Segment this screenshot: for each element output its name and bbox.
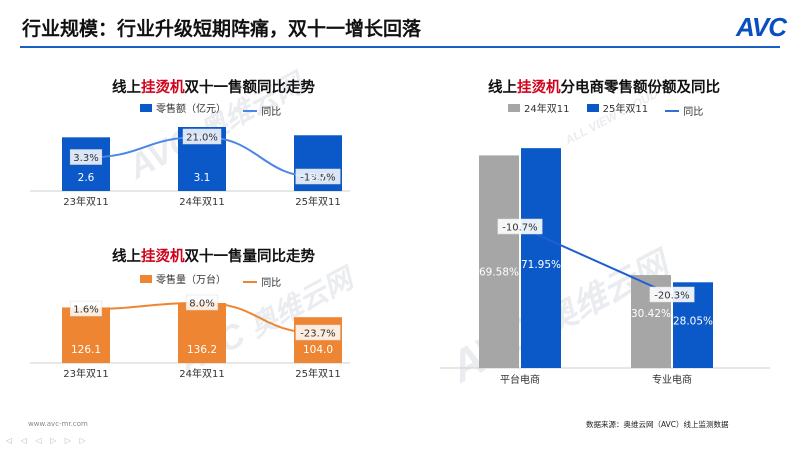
legend-swatch [586, 103, 599, 112]
bar-value-label: 2.6 [78, 172, 95, 184]
data-source-note: 数据来源：奥维云网（AVC）线上监测数据 [586, 420, 729, 429]
chart1-legend: 零售额（亿元） 同比 [140, 100, 295, 118]
header-divider [20, 46, 780, 48]
yoy-label-box [295, 168, 341, 185]
bar [479, 155, 519, 368]
chart3-svg: 69.58% 30.42% 71.95% 28.05% -10.7% -20.3% 平台电商… [440, 148, 770, 386]
yoy-label-box [69, 149, 103, 165]
legend-line [243, 280, 258, 283]
chart3-title: 线上挂烫机分电商零售额份额及同比 [488, 80, 720, 96]
bar-value-label: 69.58% [479, 266, 519, 278]
yoy-label: 3.3% [73, 153, 98, 164]
chart2-title: 线上挂烫机双十一售量同比走势 [112, 249, 315, 265]
yoy-label: 21.0% [186, 133, 218, 144]
website-url[interactable]: www.avc-mr.com [28, 420, 88, 428]
yoy-line [519, 226, 673, 296]
yoy-label: -20.3% [654, 291, 689, 302]
category-label: 23年双11 [63, 367, 108, 380]
chart2-legend: 零售量（万台） 同比 [140, 271, 295, 289]
bar [178, 303, 226, 363]
yoy-label-box [69, 300, 103, 317]
yoy-label: -23.7% [300, 329, 335, 340]
bar-value-label: 30.42% [631, 308, 671, 320]
category-label: 24年双11 [179, 367, 224, 380]
avc-logo: AVC [736, 12, 787, 42]
yoy-label: 8.0% [189, 299, 214, 310]
legend-swatch [140, 103, 152, 112]
yoy-label-box [185, 294, 219, 311]
page-title: 行业规模：行业升级短期阵痛，双十一增长回落 [22, 18, 422, 40]
yoy-label: 1.6% [73, 305, 98, 316]
yoy-label: -10.7% [502, 223, 537, 234]
legend-item-24: 24年双11 [508, 100, 569, 115]
chart1-svg: 3.3% 21.0% -13.5% 2.6 3.1 2.7 23年双11 24年双11 25年双… [30, 127, 350, 208]
legend-swatch [140, 274, 152, 283]
bar-value-label: 104.0 [303, 344, 333, 356]
bar [521, 148, 561, 368]
bar-value-label: 126.1 [71, 344, 101, 356]
bar-value-label: 2.7 [310, 172, 327, 184]
legend-item-25: 25年双11 [586, 100, 648, 115]
legend-item-sales-volume: 零售量（万台） [140, 271, 226, 286]
category-label: 25年双11 [295, 195, 340, 208]
category-label: 专业电商 [652, 373, 692, 386]
slide-nav-controls[interactable]: ◁ ◁ ◁ ▷ ▷ ▷ [6, 436, 89, 445]
yoy-label-box [182, 128, 222, 145]
category-label: 平台电商 [500, 373, 540, 386]
chart1-title: 线上挂烫机双十一售额同比走势 [112, 80, 315, 96]
category-label: 25年双11 [295, 367, 340, 380]
legend-item-yoy: 同比 [243, 274, 281, 289]
legend-item-yoy: 同比 [243, 103, 281, 118]
legend-item-sales-value: 零售额（亿元） [140, 100, 226, 115]
legend-line [665, 109, 680, 112]
legend-item-yoy: 同比 [665, 103, 703, 118]
bar-value-label: 3.1 [194, 172, 211, 184]
bar-value-label: 136.2 [187, 344, 217, 356]
legend-swatch [508, 103, 520, 112]
yoy-label-box [295, 324, 341, 341]
bar [62, 307, 110, 363]
yoy-label: -13.5% [300, 173, 335, 184]
legend-line [243, 109, 258, 112]
category-label: 24年双11 [179, 195, 224, 208]
yoy-label-box [497, 218, 543, 235]
category-label: 23年双11 [63, 195, 108, 208]
yoy-label-box [649, 286, 695, 303]
bar-value-label: 28.05% [673, 315, 713, 327]
bar-value-label: 71.95% [521, 259, 561, 271]
chart3-legend: 24年双11 25年双11 同比 [508, 100, 717, 118]
chart2-svg: 1.6% 8.0% -23.7% 126.1 136.2 104.0 23年双11 24年双1… [30, 294, 350, 380]
